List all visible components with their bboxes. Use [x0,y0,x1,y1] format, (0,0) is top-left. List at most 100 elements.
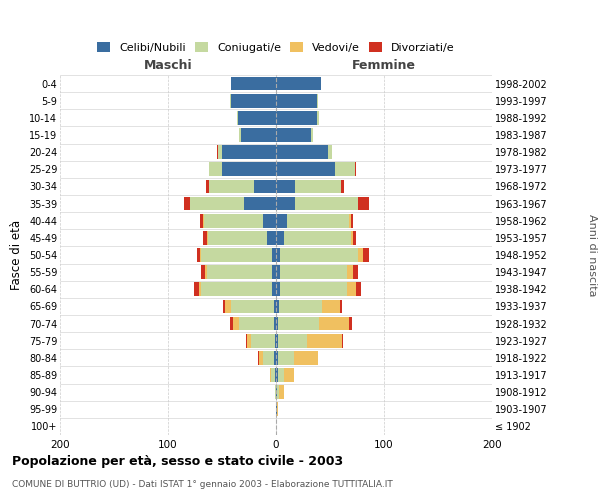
Bar [276,316,278,330]
Bar [209,162,222,176]
Bar [203,214,263,228]
Bar [276,128,311,142]
Bar [276,282,280,296]
Bar [364,248,369,262]
Bar [335,162,355,176]
Bar [276,94,317,108]
Text: Popolazione per età, sesso e stato civile - 2003: Popolazione per età, sesso e stato civil… [12,455,343,468]
Bar [284,231,350,244]
Bar [206,180,209,194]
Bar [190,196,244,210]
Bar [218,146,222,159]
Bar [328,146,332,159]
Bar [317,111,319,124]
Bar [276,248,280,262]
Bar [278,351,295,364]
Bar [247,334,251,347]
Bar [202,266,205,279]
Bar [276,162,335,176]
Bar [271,368,275,382]
Bar [341,180,344,194]
Bar [280,282,347,296]
Bar [200,248,202,262]
Bar [350,231,353,244]
Bar [317,94,318,108]
Bar [251,334,275,347]
Bar [347,266,353,279]
Bar [353,266,358,279]
Bar [295,351,318,364]
Bar [278,334,307,347]
Bar [276,196,295,210]
Bar [259,351,263,364]
Bar [222,146,276,159]
Bar [237,111,238,124]
Bar [239,128,241,142]
Bar [223,300,225,314]
Bar [207,266,272,279]
Bar [200,214,203,228]
Bar [295,196,358,210]
Bar [295,180,341,194]
Bar [311,128,313,142]
Bar [276,180,295,194]
Bar [209,180,254,194]
Bar [241,128,276,142]
Bar [203,231,207,244]
Bar [276,266,280,279]
Bar [276,76,322,90]
Bar [233,316,239,330]
Bar [230,316,233,330]
Bar [276,214,287,228]
Y-axis label: Fasce di età: Fasce di età [10,220,23,290]
Bar [342,334,343,347]
Bar [254,180,276,194]
Bar [202,248,272,262]
Bar [358,196,369,210]
Bar [307,334,342,347]
Bar [280,266,347,279]
Bar [230,76,276,90]
Bar [277,386,279,399]
Bar [199,282,202,296]
Bar [269,368,271,382]
Legend: Celibi/Nubili, Coniugati/e, Vedovi/e, Divorziati/e: Celibi/Nubili, Coniugati/e, Vedovi/e, Di… [95,40,457,55]
Bar [184,196,190,210]
Bar [263,351,274,364]
Bar [274,316,276,330]
Bar [277,402,278,416]
Bar [353,231,356,244]
Bar [197,248,200,262]
Bar [349,214,350,228]
Bar [356,282,361,296]
Bar [279,300,322,314]
Bar [257,351,259,364]
Bar [272,266,276,279]
Bar [276,368,278,382]
Bar [350,214,353,228]
Bar [276,111,317,124]
Bar [274,300,276,314]
Text: COMUNE DI BUTTRIO (UD) - Dati ISTAT 1° gennaio 2003 - Elaborazione TUTTITALIA.IT: COMUNE DI BUTTRIO (UD) - Dati ISTAT 1° g… [12,480,393,489]
Bar [244,196,276,210]
Bar [322,300,340,314]
Bar [278,316,319,330]
Text: Anni di nascita: Anni di nascita [587,214,597,296]
Bar [319,316,349,330]
Bar [222,162,276,176]
Bar [276,402,277,416]
Bar [217,146,218,159]
Bar [274,351,276,364]
Text: Maschi: Maschi [143,58,193,71]
Bar [276,231,284,244]
Bar [208,231,268,244]
Bar [275,386,276,399]
Bar [347,282,356,296]
Bar [340,300,342,314]
Bar [230,300,274,314]
Bar [287,214,349,228]
Bar [276,351,278,364]
Bar [276,300,279,314]
Bar [276,146,328,159]
Bar [276,334,278,347]
